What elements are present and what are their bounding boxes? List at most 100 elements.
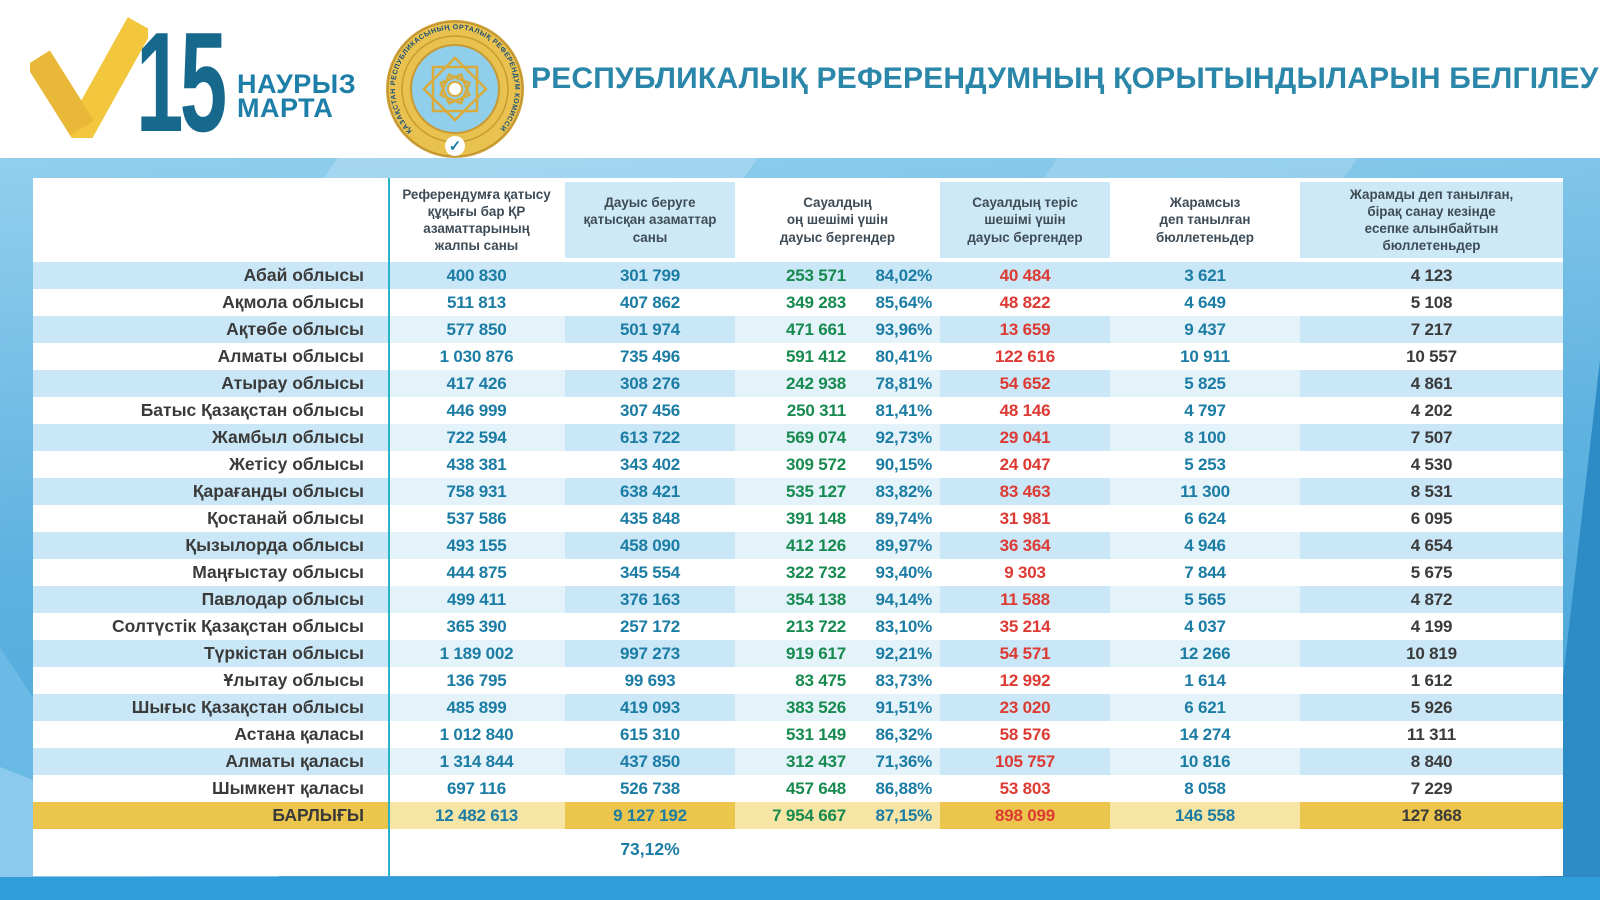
- invalid-ballots-cell: 5 825: [1110, 370, 1300, 397]
- region-name-cell: Қарағанды облысы: [33, 478, 388, 505]
- region-name-cell: Астана қаласы: [234, 724, 364, 744]
- yes-count: 312 437: [785, 751, 846, 771]
- eligible-count-cell: 758 931: [388, 478, 565, 505]
- voted-count-cell: 735 496: [619, 346, 681, 366]
- header-no-column: Сауалдың теріс шешімі үшін дауыс бергенд…: [940, 182, 1110, 258]
- no-votes-cell: 36 364: [940, 532, 1110, 559]
- invalid-ballots-cell: 10 816: [1110, 748, 1300, 775]
- no-votes-cell: 54 571: [940, 640, 1110, 667]
- yes-count: 569 074: [785, 427, 846, 447]
- yes-votes-cell: 391 148 89,74%: [735, 505, 940, 532]
- table-row: Абай облысы 400 830 301 799 253 571 84,02% 40…: [33, 262, 1563, 289]
- yes-percent: 90,15%: [875, 454, 933, 474]
- table-row: Ұлытау облысы 136 795 99 693 83 475 83,73% 12…: [33, 667, 1563, 694]
- invalid-ballots-cell: 12 266: [1110, 640, 1300, 667]
- region-name-cell: Жетісу облысы: [229, 454, 364, 474]
- voted-count-cell: 419 093: [565, 694, 735, 721]
- no-votes-cell: 24 047: [999, 454, 1051, 474]
- uncounted-ballots-cell: 4 202: [1410, 400, 1453, 420]
- eligible-count-cell: 365 390: [446, 616, 507, 636]
- eligible-count-cell: 1 189 002: [388, 640, 565, 667]
- region-name-cell: Жамбыл облысы: [33, 424, 388, 451]
- yes-count: 7 954 667: [772, 805, 846, 825]
- yes-percent: 94,14%: [875, 589, 933, 609]
- yes-percent: 89,97%: [875, 535, 933, 555]
- uncounted-ballots-cell: 7 507: [1300, 424, 1563, 451]
- table-row: Солтүстік Қазақстан облысы 365 390 257 172…: [33, 613, 1563, 640]
- region-name-cell: Түркістан облысы: [33, 640, 388, 667]
- eligible-count-cell: 1 012 840: [439, 724, 514, 744]
- voted-count-cell: 257 172: [619, 616, 681, 636]
- yes-percent: 86,32%: [875, 724, 933, 744]
- vertical-divider: [388, 178, 390, 876]
- invalid-ballots-cell: 4 037: [1184, 616, 1226, 636]
- region-name-cell: Алматы облысы: [217, 346, 364, 366]
- emblem-check-icon: ✓: [449, 138, 462, 155]
- eligible-count-cell: 438 381: [446, 454, 507, 474]
- yes-votes-cell: 309 572 90,15%: [735, 451, 940, 478]
- no-votes-cell: 23 020: [940, 694, 1110, 721]
- table-row: Ақтөбе облысы 577 850 501 974 471 661 93,96%…: [33, 316, 1563, 343]
- voted-count-cell: 435 848: [619, 508, 681, 528]
- yes-votes-cell: 383 526 91,51%: [735, 694, 940, 721]
- invalid-ballots-cell: 146 558: [1110, 802, 1300, 829]
- yes-percent: 86,88%: [875, 778, 933, 798]
- region-name-cell: Ақтөбе облысы: [33, 316, 388, 343]
- uncounted-ballots-cell: 6 095: [1410, 508, 1453, 528]
- no-votes-cell: 31 981: [999, 508, 1051, 528]
- no-votes-cell: 40 484: [940, 262, 1110, 289]
- yes-votes-cell: 250 311 81,41%: [735, 397, 940, 424]
- yes-votes-cell: 213 722 83,10%: [735, 613, 940, 640]
- header-uncounted-column: Жарамды деп танылған, бірақ санау кезінд…: [1300, 182, 1563, 258]
- uncounted-ballots-cell: 4 530: [1410, 454, 1453, 474]
- yes-percent: 93,40%: [875, 562, 933, 582]
- eligible-count-cell: 417 426: [388, 370, 565, 397]
- uncounted-ballots-cell: 4 861: [1300, 370, 1563, 397]
- yes-votes-cell: 242 938 78,81%: [735, 370, 940, 397]
- uncounted-ballots-cell: 4 872: [1300, 586, 1563, 613]
- yes-percent: 83,10%: [875, 616, 933, 636]
- region-name-cell: Батыс Қазақстан облысы: [140, 400, 364, 420]
- voted-count-cell: 343 402: [619, 454, 681, 474]
- yes-percent: 92,73%: [875, 427, 933, 447]
- yes-percent: 89,74%: [875, 508, 933, 528]
- eligible-count-cell: 493 155: [388, 532, 565, 559]
- uncounted-ballots-cell: 5 926: [1300, 694, 1563, 721]
- eligible-count-cell: 1 314 844: [388, 748, 565, 775]
- eligible-count-cell: 446 999: [446, 400, 507, 420]
- no-votes-cell: 83 463: [940, 478, 1110, 505]
- voted-count-cell: 437 850: [565, 748, 735, 775]
- eligible-count-cell: 136 795: [446, 670, 507, 690]
- no-votes-cell: 29 041: [940, 424, 1110, 451]
- yes-percent: 81,41%: [875, 400, 933, 420]
- yes-count: 383 526: [785, 697, 846, 717]
- uncounted-ballots-cell: 10 819: [1300, 640, 1563, 667]
- yes-count: 349 283: [785, 292, 846, 312]
- table-row: Астана қаласы 1 012 840 615 310 531 149 86,3…: [33, 721, 1563, 748]
- invalid-ballots-cell: 3 621: [1110, 262, 1300, 289]
- table-body: Абай облысы 400 830 301 799 253 571 84,02% 40…: [33, 262, 1563, 829]
- logo-day: 15: [136, 3, 227, 162]
- no-votes-cell: 12 992: [999, 670, 1051, 690]
- table-row: Түркістан облысы 1 189 002 997 273 919 617 9…: [33, 640, 1563, 667]
- header-band: 15 НАУРЫЗ МАРТА ҚАЗАҚСТАН РЕСПУБЛИКАСЫНЫ…: [0, 0, 1600, 158]
- yes-votes-cell: 83 475 83,73%: [735, 667, 940, 694]
- yes-percent: 91,51%: [875, 697, 933, 717]
- yes-count: 457 648: [785, 778, 846, 798]
- region-name-cell: Солтүстік Қазақстан облысы: [112, 616, 364, 636]
- yes-count: 322 732: [785, 562, 846, 582]
- header-invalid-column: Жарамсыз деп танылған бюллетеньдер: [1156, 195, 1254, 245]
- table-row: Атырау облысы 417 426 308 276 242 938 78,81%…: [33, 370, 1563, 397]
- no-votes-cell: 48 822: [999, 292, 1051, 312]
- yes-votes-cell: 531 149 86,32%: [735, 721, 940, 748]
- voted-count-cell: 308 276: [565, 370, 735, 397]
- table-row: Алматы қаласы 1 314 844 437 850 312 437 71,3…: [33, 748, 1563, 775]
- invalid-ballots-cell: 8 058: [1184, 778, 1226, 798]
- table-row: Шымкент қаласы 697 116 526 738 457 648 86,88…: [33, 775, 1563, 802]
- yes-votes-cell: 7 954 667 87,15%: [735, 802, 940, 829]
- eligible-count-cell: 722 594: [388, 424, 565, 451]
- table-row: Жамбыл облысы 722 594 613 722 569 074 92,73%…: [33, 424, 1563, 451]
- yes-votes-cell: 253 571 84,02%: [735, 262, 940, 289]
- uncounted-ballots-cell: 1 612: [1410, 670, 1453, 690]
- yes-count: 412 126: [785, 535, 846, 555]
